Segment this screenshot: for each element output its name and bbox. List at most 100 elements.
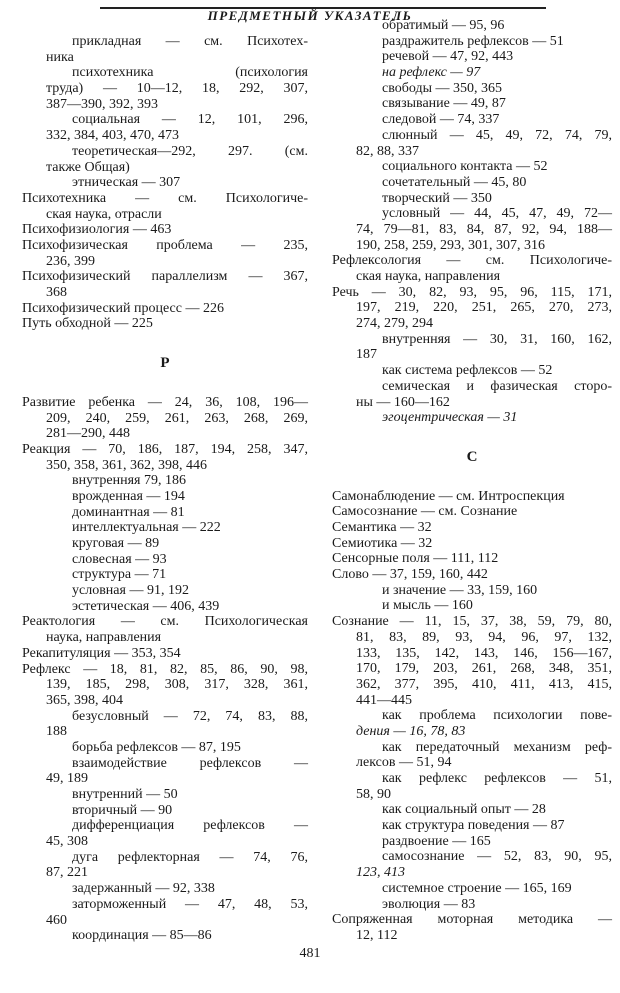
index-entry-continuation: 365, 398, 404 xyxy=(46,692,123,708)
index-entry: Самосознание — см. Сознание xyxy=(332,504,518,520)
index-entry-continuation: ны — 160—162 xyxy=(356,394,450,410)
index-entry-continuation: наука, направления xyxy=(46,630,162,646)
index-entry: Путь обходной — 225 xyxy=(22,316,153,332)
index-subentry: внутренний — 50 xyxy=(72,787,178,803)
index-entry-continuation: 139, 185, 298, 308, 317, 328, 361, xyxy=(46,677,308,693)
index-subentry: безусловный — 72, 74, 83, 88, xyxy=(72,708,308,724)
index-subentry: задержанный — 92, 338 xyxy=(72,881,215,897)
index-subentry: и значение — 33, 159, 160 xyxy=(382,582,538,598)
index-subentry: как социальный опыт — 28 xyxy=(382,802,546,818)
index-subentry: взаимодействие рефлексов — xyxy=(72,755,308,771)
index-subentry: следовой — 74, 337 xyxy=(382,112,500,128)
index-entry-continuation: 236, 399 xyxy=(46,253,95,269)
index-entry-continuation: 170, 179, 203, 261, 268, 348, 351, xyxy=(356,661,612,677)
index-subentry: эгоцентрическая — 31 xyxy=(382,410,518,426)
page-number: 481 xyxy=(299,946,321,961)
index-entry-continuation: 133, 135, 142, 143, 146, 156—167, xyxy=(356,645,612,661)
index-entry: Развитие ребенка — 24, 36, 108, 196— xyxy=(22,394,308,410)
index-entry-continuation: 190, 258, 259, 293, 301, 307, 316 xyxy=(356,237,545,253)
index-subentry: связывание — 49, 87 xyxy=(382,96,506,112)
index-entry: Рекапитуляция — 353, 354 xyxy=(22,645,181,661)
index-entry-continuation: 187 xyxy=(356,347,377,363)
index-entry-continuation: 209, 240, 259, 261, 263, 268, 269, xyxy=(46,410,308,426)
index-subentry: теоретическая—292, 297. (см. xyxy=(72,143,308,159)
index-subentry: врожденная — 194 xyxy=(72,488,185,504)
index-entry-continuation: 350, 358, 361, 362, 398, 446 xyxy=(46,457,207,473)
index-entry-continuation: 82, 88, 337 xyxy=(356,143,419,159)
index-entry-continuation: 12, 112 xyxy=(356,927,398,943)
index-entry: Самонаблюдение — см. Интроспекция xyxy=(332,488,565,504)
index-subentry: интеллектуальная — 222 xyxy=(72,520,221,536)
index-subentry: как рефлекс рефлексов — 51, xyxy=(382,771,612,787)
index-entry-continuation: 460 xyxy=(46,912,67,928)
index-subentry: дифференциация рефлексов — xyxy=(72,818,308,834)
index-subentry: сочетательный — 45, 80 xyxy=(382,174,527,190)
index-subentry: круговая — 89 xyxy=(72,536,160,552)
index-subentry: творческий — 350 xyxy=(382,190,492,206)
index-entry-continuation: 197, 219, 220, 251, 265, 270, 273, xyxy=(356,300,612,316)
index-entry-continuation: 87, 221 xyxy=(46,865,88,881)
index-subentry: раздвоение — 165 xyxy=(382,833,491,849)
index-subentry: доминантная — 81 xyxy=(72,504,185,520)
index-subentry: раздражитель рефлексов — 51 xyxy=(382,33,564,49)
index-entry-continuation: 368 xyxy=(46,285,67,300)
index-entry-continuation: дения — 16, 78, 83 xyxy=(356,723,466,739)
index-entry-continuation: 49, 189 xyxy=(46,771,88,787)
index-subentry: этническая — 307 xyxy=(72,175,181,191)
index-entry-continuation: 441—445 xyxy=(356,692,412,708)
index-entry: Семиотика — 32 xyxy=(332,535,433,551)
index-subentry: словесная — 93 xyxy=(72,551,167,567)
index-subentry: условная — 91, 192 xyxy=(72,583,189,599)
index-subentry: внутренняя — 30, 31, 160, 162, xyxy=(382,331,612,347)
letter-heading: С xyxy=(466,448,478,465)
index-entry: Семантика — 32 xyxy=(332,520,432,536)
index-subentry: речевой — 47, 92, 443 xyxy=(382,49,514,65)
index-entry-continuation: 281—290, 448 xyxy=(46,426,130,442)
index-entry: Сенсорные поля — 111, 112 xyxy=(332,551,499,567)
index-entry-continuation: труда) — 10—12, 18, 292, 307, xyxy=(46,81,308,97)
index-subentry: дуга рефлекторная — 74, 76, xyxy=(72,849,308,865)
index-subentry: условный — 44, 45, 47, 49, 72— xyxy=(382,206,612,222)
index-entry-continuation: 188 xyxy=(46,724,67,740)
index-entry-continuation: 362, 377, 395, 410, 411, 413, 415, xyxy=(356,676,612,692)
index-subentry: как система рефлексов — 52 xyxy=(382,363,553,379)
index-subentry: на рефлекс — 97 xyxy=(382,65,481,81)
index-subentry: системное строение — 165, 169 xyxy=(382,880,572,896)
index-entry-continuation: ская наука, направления xyxy=(356,269,501,284)
index-subentry: структура — 71 xyxy=(72,567,167,583)
index-subentry: координация — 85—86 xyxy=(72,928,212,944)
index-subentry: эволюция — 83 xyxy=(382,896,476,912)
index-subentry: внутренняя 79, 186 xyxy=(72,473,186,489)
index-entry: Реакция — 70, 186, 187, 194, 258, 347, xyxy=(22,441,308,457)
header-rule xyxy=(100,7,546,9)
index-subentry: как структура поведения — 87 xyxy=(382,818,565,834)
index-subentry: заторможенный — 47, 48, 53, xyxy=(72,896,308,912)
index-column-left: прикладная — см. Психотех-ника психотехни… xyxy=(22,34,308,944)
index-entry-continuation: 123, 413 xyxy=(356,865,405,881)
index-entry-continuation: 274, 279, 294 xyxy=(356,316,433,332)
index-entry-continuation: 387—390, 392, 393 xyxy=(46,96,158,112)
index-entry-continuation: 58, 90 xyxy=(356,786,391,802)
index-entry: Психофизический параллелизм — 367, xyxy=(22,269,308,285)
index-entry-continuation: ская наука, отрасли xyxy=(46,206,162,222)
index-subentry: психотехника (психология xyxy=(72,65,308,81)
index-entry: Психофизический процесс — 226 xyxy=(22,300,224,316)
index-entry-continuation: также Общая) xyxy=(46,159,130,175)
index-entry: Психофизиология — 463 xyxy=(22,222,172,238)
running-header: ПРЕДМЕТНЫЙ УКАЗАТЕЛЬ xyxy=(207,8,413,23)
letter-heading: Р xyxy=(160,355,170,372)
index-entry: Слово — 37, 159, 160, 442 xyxy=(332,567,488,583)
index-entry-continuation: 45, 308 xyxy=(46,834,88,850)
index-subentry: как проблема психологии пове- xyxy=(382,708,612,724)
index-subentry: свободы — 350, 365 xyxy=(382,80,502,96)
index-subentry: и мысль — 160 xyxy=(382,598,473,614)
index-entry: Сопряженная моторная методика — xyxy=(332,912,612,928)
index-subentry: обратимый — 95, 96 xyxy=(382,18,505,33)
index-entry: Психотехника — см. Психологиче- xyxy=(22,190,308,206)
index-entry-continuation: лексов — 51, 94 xyxy=(356,755,452,771)
index-entry: Сознание — 11, 15, 37, 38, 59, 79, 80, xyxy=(332,614,612,630)
index-subentry: эстетическая — 406, 439 xyxy=(72,598,220,614)
index-entry-continuation: 74, 79—81, 83, 84, 87, 92, 94, 188— xyxy=(356,221,612,237)
index-entry-continuation: 332, 384, 403, 470, 473 xyxy=(46,128,179,144)
index-entry: Рефлекс — 18, 81, 82, 85, 86, 90, 98, xyxy=(22,661,308,677)
